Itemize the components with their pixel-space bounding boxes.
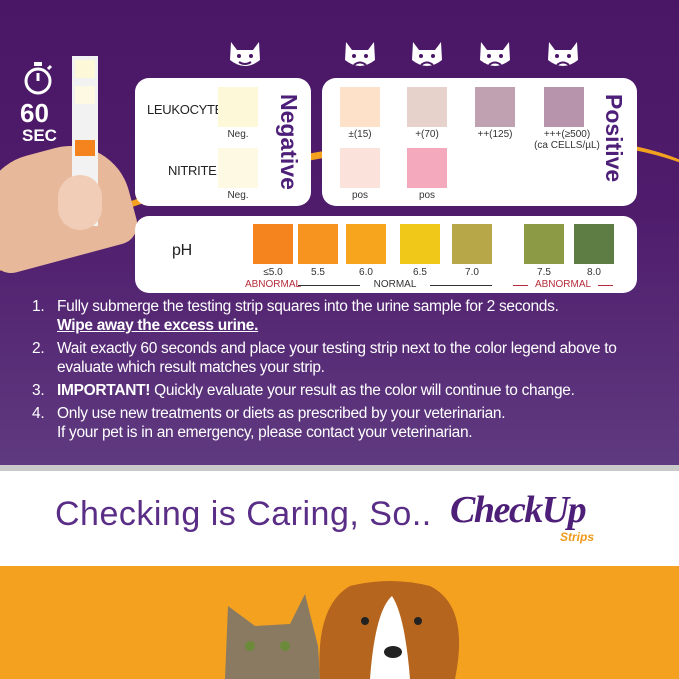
instruction-step: 4. Only use new treatments or diets as pr… <box>32 405 506 441</box>
divider <box>0 465 679 471</box>
ph-value: ≤5.0 <box>263 267 283 278</box>
happy-cat-icon <box>225 38 265 72</box>
leukocytes-positive-swatch <box>340 87 380 127</box>
ph-value: 7.0 <box>465 267 479 278</box>
tagline: Checking is Caring, So.. <box>55 495 432 533</box>
ph-value: 6.5 <box>413 267 427 278</box>
leukocytes-positive-swatch <box>475 87 515 127</box>
ph-value: 6.0 <box>359 267 373 278</box>
instruction-step: 3. IMPORTANT! Quickly evaluate your resul… <box>32 382 575 399</box>
instruction-step: 2. Wait exactly 60 seconds and place your… <box>32 340 617 376</box>
leukocytes-positive-swatch <box>407 87 447 127</box>
swatch-label: Neg. <box>227 129 249 140</box>
positive-title: Positive <box>601 94 627 183</box>
ph-swatch <box>298 224 338 264</box>
nitrite-label: NITRITE <box>168 163 217 178</box>
negative-card: LEUKOCYTES NITRITE Neg. Neg. Negative <box>135 78 311 206</box>
nitrite-negative-swatch <box>218 148 258 188</box>
instruction-panel: 60 SEC LEUKOCYTES NITRITE Neg. Neg. Nega… <box>0 0 679 465</box>
swatch-label: pos <box>418 190 436 201</box>
sad-cat-icon <box>407 38 447 72</box>
timer-value: 60 <box>20 98 49 128</box>
ph-swatch <box>452 224 492 264</box>
leukocytes-negative-swatch <box>218 87 258 127</box>
instruction-step: 1. Fully submerge the testing strip squar… <box>32 298 559 334</box>
pets-banner <box>0 566 679 679</box>
ph-swatch <box>524 224 564 264</box>
ph-swatch <box>574 224 614 264</box>
abnormal-high-label: ABNORMAL <box>528 279 598 290</box>
swatch-label: ±(15) <box>348 129 372 140</box>
checkup-logo: CheckUp <box>450 489 587 531</box>
cat-and-dog-image <box>225 581 460 679</box>
negative-title: Negative <box>276 94 302 190</box>
swatch-label: +(70) <box>415 129 439 140</box>
thumb-nail <box>58 175 102 230</box>
swatch-label: Neg. <box>227 190 249 201</box>
ph-swatch <box>346 224 386 264</box>
swatch-label: ++(125) <box>477 129 513 140</box>
ph-label: pH <box>172 242 192 259</box>
sad-cat-icon <box>475 38 515 72</box>
instruction-list: 1. Fully submerge the testing strip squar… <box>32 297 672 446</box>
ph-swatch <box>253 224 293 264</box>
leukocytes-label: LEUKOCYTES <box>147 102 232 117</box>
swatch-label: pos <box>351 190 369 201</box>
abnormal-low-label: ABNORMAL <box>244 279 302 290</box>
ph-value: 8.0 <box>587 267 601 278</box>
logo-subtitle: Strips <box>560 530 595 544</box>
sad-cat-icon <box>543 38 583 72</box>
sad-cat-icon <box>340 38 380 72</box>
nitrite-positive-swatch <box>340 148 380 188</box>
ph-swatch <box>400 224 440 264</box>
nitrite-positive-swatch <box>407 148 447 188</box>
leukocytes-positive-swatch <box>544 87 584 127</box>
unit-label: (ca CELLS/µL) <box>534 140 600 151</box>
swatch-label: +++(≥500) <box>543 129 591 140</box>
positive-card: ±(15) +(70) ++(125) +++(≥500) (ca CELLS/… <box>322 78 637 206</box>
ph-value: 5.5 <box>311 267 325 278</box>
normal-label: NORMAL <box>360 279 430 290</box>
ph-card: pH ≤5.0 5.5 6.0 6.5 7.0 7.5 8.0 ABNORMAL… <box>135 216 637 293</box>
ph-value: 7.5 <box>537 267 551 278</box>
timer-unit: SEC <box>22 126 57 145</box>
stopwatch-icon <box>22 62 54 96</box>
